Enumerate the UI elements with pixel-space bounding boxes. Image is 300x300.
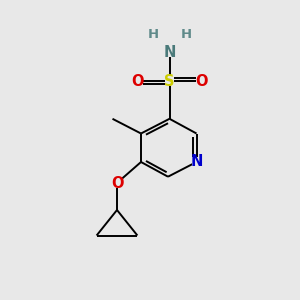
Bar — [196, 76, 206, 86]
Text: N: N — [190, 154, 203, 169]
Text: O: O — [195, 74, 207, 88]
Text: S: S — [164, 74, 175, 88]
Bar — [165, 76, 174, 86]
Text: O: O — [132, 74, 144, 88]
Bar — [133, 76, 143, 86]
Text: H: H — [180, 28, 192, 41]
Bar — [181, 30, 191, 39]
Bar — [112, 178, 122, 188]
Text: O: O — [111, 176, 123, 190]
Text: N: N — [163, 45, 176, 60]
Bar — [165, 48, 174, 57]
Bar — [148, 30, 158, 39]
Text: H: H — [147, 28, 159, 41]
Bar — [192, 157, 201, 167]
